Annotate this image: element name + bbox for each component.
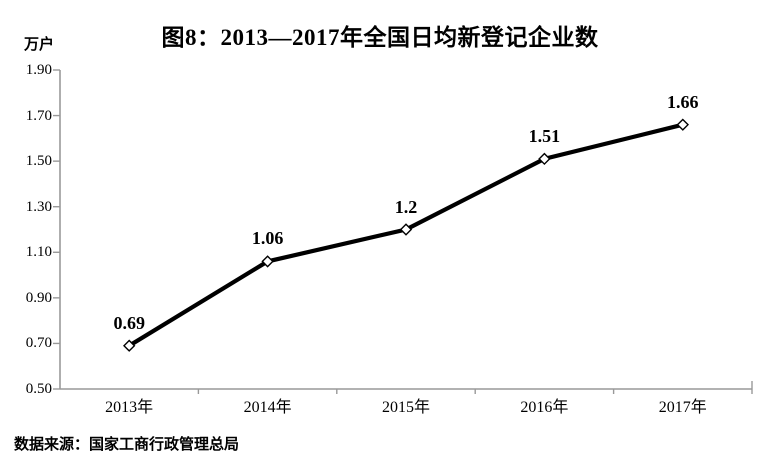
y-tick-label: 1.70 — [25, 107, 52, 124]
y-tick-label: 0.70 — [25, 335, 52, 352]
x-tick-label: 2013年 — [105, 399, 154, 416]
x-tick-label: 2015年 — [381, 399, 430, 416]
data-point-label: 1.51 — [528, 125, 561, 146]
data-point-label: 1.2 — [394, 196, 418, 217]
y-tick-label: 1.10 — [25, 244, 52, 261]
data-point-marker — [123, 339, 136, 352]
y-tick-label: 0.50 — [25, 381, 52, 397]
x-tick-label: 2017年 — [658, 399, 707, 416]
data-point-label: 0.69 — [113, 312, 145, 333]
y-tick-label: 1.30 — [25, 198, 52, 215]
y-tick-label: 1.50 — [25, 153, 52, 170]
data-point-marker — [399, 223, 413, 236]
data-point-marker — [538, 152, 551, 166]
y-tick-label: 0.90 — [25, 289, 52, 306]
chart-title: 图8：2013—2017年全国日均新登记企业数 — [161, 25, 599, 50]
x-tick-label: 2016年 — [520, 399, 569, 416]
y-axis-unit-label: 万户 — [24, 35, 55, 53]
x-tick-label: 2014年 — [243, 399, 292, 416]
data-point-marker — [676, 118, 689, 131]
source-note: 数据来源：国家工商行政管理总局 — [14, 435, 240, 453]
data-point-label: 1.06 — [251, 228, 284, 249]
data-point-marker — [261, 255, 274, 268]
data-point-label: 1.66 — [667, 91, 699, 112]
y-tick-label: 1.90 — [25, 62, 52, 78]
